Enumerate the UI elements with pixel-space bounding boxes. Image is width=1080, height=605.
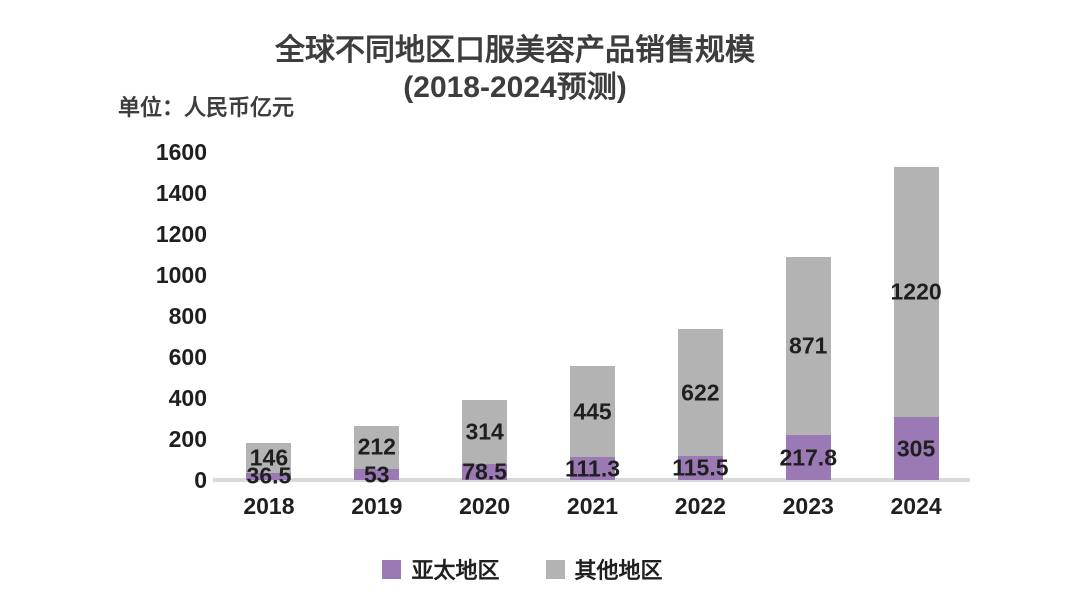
chart-title: 全球不同地区口服美容产品销售规模 (2018-2024预测) xyxy=(0,32,1030,106)
x-axis: 2018 2019 2020 2021 2022 2023 2024 xyxy=(215,493,970,520)
unit-label: 单位：人民币亿元 xyxy=(118,95,295,120)
stacked-bar-2020: 314 78.5 xyxy=(462,399,508,483)
data-label-apac-2023: 217.8 xyxy=(779,444,837,471)
bar-group-2021: 445 111.3 xyxy=(539,152,647,480)
bar-group-2020: 314 78.5 xyxy=(431,152,539,483)
legend-item-other: 其他地区 xyxy=(545,553,663,585)
segment-other-2022: 622 xyxy=(677,328,723,457)
data-label-apac-2020: 78.5 xyxy=(462,458,508,485)
chart-title-line1: 全球不同地区口服美容产品销售规模 xyxy=(275,34,755,67)
legend: 亚太地区 其他地区 xyxy=(0,553,1045,585)
segment-apac-2019: 53 xyxy=(354,463,400,486)
data-label-apac-2018: 36.5 xyxy=(246,462,292,489)
y-axis-tick-label: 200 xyxy=(168,426,207,452)
segment-apac-2021: 111.3 xyxy=(565,457,620,480)
legend-item-apac: 亚太地区 xyxy=(382,553,500,585)
stacked-bar-2019: 212 53 xyxy=(354,425,400,486)
x-axis-label-2020: 2020 xyxy=(459,493,511,519)
data-label-other-2024: 1220 xyxy=(890,278,942,305)
legend-swatch-other xyxy=(545,559,565,579)
segment-apac-2018: 36.5 xyxy=(246,464,292,487)
segment-other-2023: 871 xyxy=(785,256,831,436)
x-axis-label-2023: 2023 xyxy=(782,493,834,519)
legend-swatch-apac xyxy=(382,559,402,579)
data-label-other-2019: 212 xyxy=(357,433,396,460)
data-label-other-2020: 314 xyxy=(465,418,504,445)
stacked-bar-2021: 445 111.3 xyxy=(565,365,620,480)
bar-group-2024: 1220 305 xyxy=(862,152,970,480)
stacked-bar-2024: 1220 305 xyxy=(890,167,942,480)
y-axis-tick-label: 1600 xyxy=(155,139,207,165)
bar-group-2019: 212 53 xyxy=(323,152,431,486)
x-axis-line xyxy=(213,478,970,482)
x-axis-label-2021: 2021 xyxy=(566,493,619,519)
segment-other-2024: 1220 xyxy=(890,167,942,418)
y-axis-tick-label: 400 xyxy=(168,385,207,411)
y-axis-tick-label: 1000 xyxy=(155,262,207,288)
segment-apac-2024: 305 xyxy=(893,417,939,480)
y-axis-tick-label: 600 xyxy=(168,344,207,370)
segment-other-2019: 212 xyxy=(354,425,400,470)
plot-area: 146 36.5 212 53 314 78.5 445 111.3 622 115.5 871 21… xyxy=(215,152,970,487)
data-label-other-2022: 622 xyxy=(681,379,720,406)
chart-title-line2: (2018-2024预测) xyxy=(403,71,627,104)
bar-group-2022: 622 115.5 xyxy=(646,152,754,480)
x-axis-label-2022: 2022 xyxy=(674,493,726,519)
bar-group-2023: 871 217.8 xyxy=(754,152,862,480)
stacked-bar-2023: 871 217.8 xyxy=(779,256,837,480)
y-axis-tick-label: 1200 xyxy=(155,221,207,247)
segment-other-2018: 146 xyxy=(246,442,292,473)
segment-other-2021: 445 xyxy=(570,365,615,458)
segment-other-2020: 314 xyxy=(462,399,508,464)
segment-apac-2020: 78.5 xyxy=(462,460,508,483)
data-label-other-2021: 445 xyxy=(573,398,612,425)
segment-apac-2023: 217.8 xyxy=(779,435,837,480)
y-axis-tick-label: 800 xyxy=(168,303,207,329)
y-axis-tick-label: 0 xyxy=(194,467,207,493)
stacked-bar-2018: 146 36.5 xyxy=(246,442,292,487)
x-axis-label-2024: 2024 xyxy=(890,493,942,519)
x-axis-label-2019: 2019 xyxy=(351,493,403,519)
x-axis-label-2018: 2018 xyxy=(243,493,295,519)
stacked-bar-2022: 622 115.5 xyxy=(672,328,729,480)
bar-group-2018: 146 36.5 xyxy=(215,152,323,487)
data-label-apac-2024: 305 xyxy=(896,435,936,462)
data-label-apac-2021: 111.3 xyxy=(564,455,621,482)
legend-label-other: 其他地区 xyxy=(574,558,663,583)
segment-apac-2022: 115.5 xyxy=(672,456,729,480)
y-axis-tick-label: 1400 xyxy=(155,180,207,206)
data-label-other-2023: 871 xyxy=(789,332,828,359)
data-label-apac-2022: 115.5 xyxy=(672,454,729,481)
legend-label-apac: 亚太地区 xyxy=(411,558,500,583)
data-label-apac-2019: 53 xyxy=(363,461,390,488)
data-label-other-2018: 146 xyxy=(249,444,289,471)
